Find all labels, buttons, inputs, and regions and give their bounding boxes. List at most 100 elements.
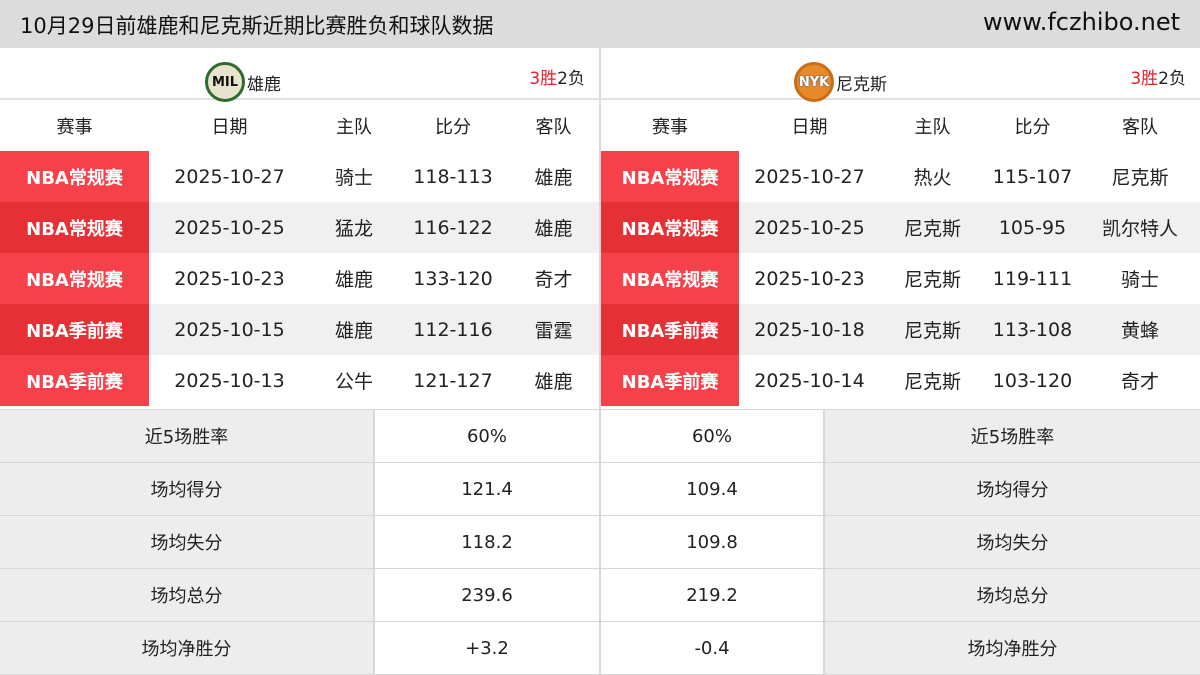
date-cell: 2025-10-13 <box>174 369 285 392</box>
column-headers: 赛事 日期 主队 比分 客队 <box>601 100 1200 151</box>
stat-label: 场均得分 <box>825 463 1200 515</box>
date-cell: 2025-10-14 <box>754 369 865 392</box>
competition-cell: NBA常规赛 <box>601 151 739 202</box>
stat-home-value: +3.2 <box>375 622 601 674</box>
team-header: MIL 雄鹿 3胜2负 <box>0 48 599 102</box>
stat-away-value: 60% <box>601 410 825 462</box>
home-team-cell: 雄鹿 <box>334 269 373 291</box>
score-cell: 112-116 <box>413 318 493 341</box>
away-team-cell: 雄鹿 <box>534 218 573 240</box>
away-team-cell: 雄鹿 <box>534 167 573 189</box>
stat-home-value: 60% <box>375 410 601 462</box>
column-header: 客队 <box>535 116 572 138</box>
team-panel-mil: MIL 雄鹿 3胜2负 赛事 日期 主队 比分 客队 NBA常规赛 2025-10-27 骑士 1… <box>0 48 599 409</box>
stat-label: 场均净胜分 <box>0 622 375 674</box>
score-cell: 116-122 <box>413 216 493 239</box>
competition-cell: NBA常规赛 <box>0 253 149 304</box>
score-cell: 115-107 <box>992 165 1073 188</box>
table-row: NBA常规赛 2025-10-27 热火 115-107 尼克斯 <box>601 151 1200 202</box>
column-header: 主队 <box>336 116 372 138</box>
away-team-cell: 雷霆 <box>534 320 573 342</box>
competition-cell: NBA季前赛 <box>601 355 739 406</box>
date-cell: 2025-10-18 <box>754 318 865 341</box>
away-team-cell: 奇才 <box>1120 371 1159 393</box>
stat-home-value: 121.4 <box>375 463 601 515</box>
column-headers: 赛事 日期 主队 比分 客队 <box>0 100 599 151</box>
away-team-cell: 尼克斯 <box>1111 167 1169 189</box>
column-header: 主队 <box>914 116 951 138</box>
date-cell: 2025-10-23 <box>174 267 285 290</box>
away-team-cell: 黄蜂 <box>1120 320 1159 342</box>
column-header: 比分 <box>435 116 471 138</box>
table-row: NBA季前赛 2025-10-18 尼克斯 113-108 黄蜂 <box>601 304 1200 355</box>
stat-label: 场均总分 <box>825 569 1200 621</box>
page-title: 10月29日前雄鹿和尼克斯近期比赛胜负和球队数据 <box>20 14 494 38</box>
stat-away-value: -0.4 <box>601 622 825 674</box>
team-name: 尼克斯 <box>836 74 887 95</box>
stat-label: 场均净胜分 <box>825 622 1200 674</box>
stat-label: 场均得分 <box>0 463 375 515</box>
competition-cell: NBA常规赛 <box>0 202 149 253</box>
stat-away-value: 219.2 <box>601 569 825 621</box>
team-record: 3胜2负 <box>529 64 585 89</box>
competition-cell: NBA常规赛 <box>601 202 739 253</box>
score-cell: 118-113 <box>413 165 493 188</box>
score-cell: 121-127 <box>413 369 493 392</box>
table-row: NBA季前赛 2025-10-14 尼克斯 103-120 奇才 <box>601 355 1200 406</box>
table-row: NBA常规赛 2025-10-23 尼克斯 119-111 骑士 <box>601 253 1200 304</box>
losses: 2负 <box>557 69 585 89</box>
stat-home-value: 118.2 <box>375 516 601 568</box>
competition-cell: NBA季前赛 <box>601 304 739 355</box>
team-logo-icon: NYK <box>794 62 834 102</box>
stat-row: 场均得分 121.4 109.4 场均得分 <box>0 462 1200 515</box>
date-cell: 2025-10-25 <box>754 216 865 239</box>
away-team-cell: 骑士 <box>1120 269 1159 291</box>
site-url: www.fczhibo.net <box>983 8 1180 36</box>
table-row: NBA常规赛 2025-10-25 猛龙 116-122 雄鹿 <box>0 202 599 253</box>
team-record: 3胜2负 <box>1130 64 1186 89</box>
home-team-cell: 尼克斯 <box>903 269 961 291</box>
home-team-cell: 雄鹿 <box>334 320 373 342</box>
home-team-cell: 尼克斯 <box>903 320 961 342</box>
home-team-cell: 尼克斯 <box>903 218 961 240</box>
team-logo-icon: MIL <box>205 62 245 102</box>
team-panel-nyk: NYK 尼克斯 3胜2负 赛事 日期 主队 比分 客队 NBA常规赛 2025-10-27 热火… <box>601 48 1200 409</box>
title-bar: 10月29日前雄鹿和尼克斯近期比赛胜负和球队数据 www.fczhibo.net <box>0 0 1200 48</box>
stat-row: 近5场胜率 60% 60% 近5场胜率 <box>0 409 1200 462</box>
home-team-cell: 公牛 <box>334 371 373 393</box>
table-row: NBA季前赛 2025-10-13 公牛 121-127 雄鹿 <box>0 355 599 406</box>
away-team-cell: 雄鹿 <box>534 371 573 393</box>
score-cell: 119-111 <box>992 267 1073 290</box>
stats-table: 近5场胜率 60% 60% 近5场胜率 场均得分 121.4 109.4 场均得… <box>0 409 1200 675</box>
wins: 3胜 <box>1130 69 1159 89</box>
stat-label: 场均总分 <box>0 569 375 621</box>
stat-row: 场均总分 239.6 219.2 场均总分 <box>0 568 1200 621</box>
home-team-cell: 热火 <box>913 167 952 189</box>
team-name: 雄鹿 <box>247 74 281 95</box>
table-row: NBA季前赛 2025-10-15 雄鹿 112-116 雷霆 <box>0 304 599 355</box>
table-row: NBA常规赛 2025-10-27 骑士 118-113 雄鹿 <box>0 151 599 202</box>
column-header: 日期 <box>211 116 248 138</box>
stat-away-value: 109.8 <box>601 516 825 568</box>
home-team-cell: 尼克斯 <box>903 371 961 393</box>
score-cell: 133-120 <box>413 267 493 290</box>
score-cell: 113-108 <box>992 318 1073 341</box>
date-cell: 2025-10-27 <box>174 165 285 188</box>
stat-label: 近5场胜率 <box>0 410 375 462</box>
column-header: 赛事 <box>652 116 688 138</box>
stat-away-value: 109.4 <box>601 463 825 515</box>
stat-label: 场均失分 <box>0 516 375 568</box>
column-header: 赛事 <box>56 116 93 138</box>
table-row: NBA常规赛 2025-10-25 尼克斯 105-95 凯尔特人 <box>601 202 1200 253</box>
home-team-cell: 骑士 <box>334 167 373 189</box>
date-cell: 2025-10-23 <box>754 267 865 290</box>
stat-row: 场均失分 118.2 109.8 场均失分 <box>0 515 1200 568</box>
losses: 2负 <box>1158 69 1186 89</box>
team-header: NYK 尼克斯 3胜2负 <box>601 48 1200 102</box>
stat-label: 场均失分 <box>825 516 1200 568</box>
competition-cell: NBA季前赛 <box>0 304 149 355</box>
date-cell: 2025-10-27 <box>754 165 865 188</box>
competition-cell: NBA季前赛 <box>0 355 149 406</box>
score-cell: 103-120 <box>992 369 1073 392</box>
table-row: NBA常规赛 2025-10-23 雄鹿 133-120 奇才 <box>0 253 599 304</box>
